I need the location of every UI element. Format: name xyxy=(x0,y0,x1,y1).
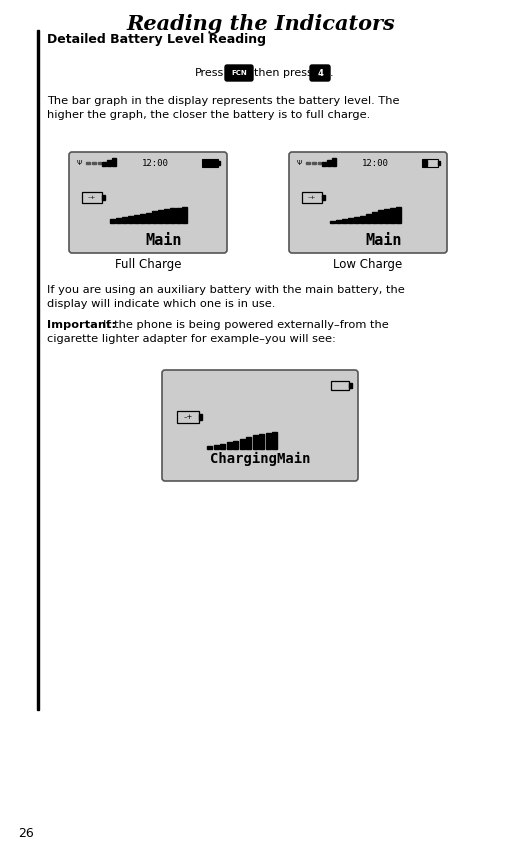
Bar xyxy=(152,212,156,224)
Bar xyxy=(107,160,111,166)
Bar xyxy=(122,218,127,224)
Bar xyxy=(199,414,202,420)
Bar xyxy=(98,162,101,164)
Bar xyxy=(302,192,322,203)
Bar xyxy=(306,162,310,163)
Bar xyxy=(272,432,277,449)
Bar xyxy=(110,219,115,224)
Bar xyxy=(102,162,106,166)
Bar xyxy=(86,162,90,163)
Bar xyxy=(331,381,349,390)
Bar xyxy=(207,445,212,449)
Bar xyxy=(318,162,321,164)
Text: Important:: Important: xyxy=(47,320,116,330)
Bar xyxy=(348,218,353,224)
Bar xyxy=(322,195,325,200)
Bar xyxy=(246,437,251,449)
Bar xyxy=(342,219,347,224)
Bar xyxy=(372,212,377,224)
Bar xyxy=(202,159,218,167)
Text: .: . xyxy=(330,68,334,78)
Bar xyxy=(366,214,370,224)
Bar xyxy=(422,159,438,167)
Text: Low Charge: Low Charge xyxy=(333,258,403,271)
Bar xyxy=(438,161,440,165)
Bar xyxy=(176,208,180,224)
Bar xyxy=(384,209,389,224)
Text: Reading the Indicators: Reading the Indicators xyxy=(127,14,395,34)
Bar xyxy=(128,217,132,224)
Bar xyxy=(134,215,139,224)
Text: 12:00: 12:00 xyxy=(142,158,169,167)
Text: 4: 4 xyxy=(317,69,323,77)
Bar xyxy=(146,213,151,224)
Bar xyxy=(164,209,168,224)
Text: Ψ: Ψ xyxy=(77,160,83,166)
Bar xyxy=(203,160,217,166)
Bar xyxy=(226,442,232,449)
Bar xyxy=(354,218,358,224)
Bar xyxy=(177,411,199,423)
Bar xyxy=(116,218,120,224)
FancyBboxPatch shape xyxy=(69,152,227,253)
Text: 12:00: 12:00 xyxy=(362,158,389,167)
Text: Press: Press xyxy=(195,68,224,78)
Bar xyxy=(332,158,336,166)
FancyBboxPatch shape xyxy=(289,152,447,253)
Text: The bar graph in the display represents the battery level. The: The bar graph in the display represents … xyxy=(47,96,400,106)
Text: Detailed Battery Level Reading: Detailed Battery Level Reading xyxy=(47,33,266,46)
FancyBboxPatch shape xyxy=(310,65,330,81)
Text: higher the graph, the closer the battery is to full charge.: higher the graph, the closer the battery… xyxy=(47,110,370,120)
Bar xyxy=(378,211,382,224)
Text: 26: 26 xyxy=(18,827,34,840)
Bar xyxy=(140,214,144,224)
Text: Full Charge: Full Charge xyxy=(115,258,181,271)
Bar xyxy=(170,208,175,224)
Bar xyxy=(233,440,238,449)
Text: Main: Main xyxy=(145,233,181,248)
Bar xyxy=(322,162,326,166)
Bar xyxy=(423,160,427,166)
Bar xyxy=(37,30,39,710)
Text: –+: –+ xyxy=(88,195,96,200)
Bar xyxy=(330,221,335,224)
Bar xyxy=(266,433,270,449)
Text: ChargingMain: ChargingMain xyxy=(210,451,310,466)
Bar xyxy=(390,208,394,224)
Bar xyxy=(82,192,102,203)
Text: Ψ: Ψ xyxy=(297,160,302,166)
Bar xyxy=(218,161,220,165)
Bar xyxy=(259,434,264,449)
Bar xyxy=(349,383,351,388)
Bar xyxy=(213,445,219,449)
FancyBboxPatch shape xyxy=(225,65,253,81)
Bar xyxy=(182,207,187,224)
Text: FCN: FCN xyxy=(231,70,247,76)
FancyBboxPatch shape xyxy=(162,370,358,481)
Text: If the phone is being powered externally–from the: If the phone is being powered externally… xyxy=(103,320,389,330)
Bar xyxy=(396,207,401,224)
Bar xyxy=(240,439,244,449)
Bar xyxy=(102,195,105,200)
Text: Main: Main xyxy=(365,233,402,248)
Bar xyxy=(253,434,257,449)
Bar xyxy=(360,217,365,224)
Bar xyxy=(327,160,331,166)
Text: –+: –+ xyxy=(308,195,316,200)
Text: cigarette lighter adapter for example–you will see:: cigarette lighter adapter for example–yo… xyxy=(47,334,336,344)
Text: If you are using an auxiliary battery with the main battery, the: If you are using an auxiliary battery wi… xyxy=(47,285,405,295)
Bar xyxy=(112,158,116,166)
Bar xyxy=(220,444,225,449)
Bar xyxy=(336,220,340,224)
Bar xyxy=(92,162,96,163)
Bar xyxy=(312,162,316,163)
Text: then press: then press xyxy=(254,68,313,78)
Bar xyxy=(158,211,163,224)
Text: display will indicate which one is in use.: display will indicate which one is in us… xyxy=(47,299,276,309)
Text: –+: –+ xyxy=(184,414,192,420)
